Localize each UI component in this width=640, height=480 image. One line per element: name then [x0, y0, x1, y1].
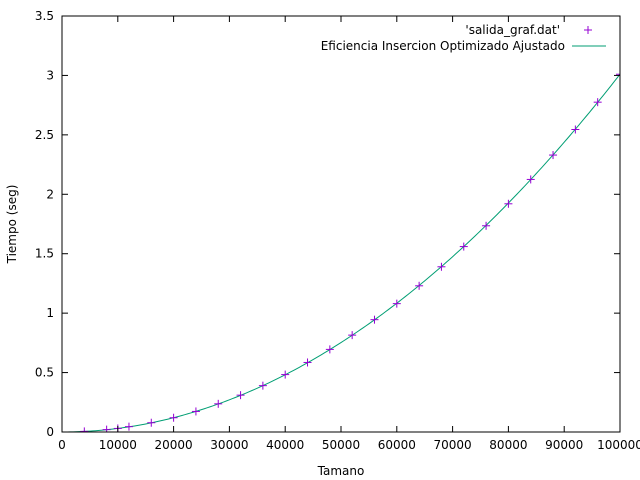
y-tick-label: 2	[46, 187, 54, 201]
y-tick-label: 3	[46, 68, 54, 82]
data-point	[415, 281, 424, 290]
y-tick-label: 2.5	[35, 128, 54, 142]
x-axis-label: Tamano	[317, 464, 365, 478]
x-tick-label: 20000	[155, 438, 193, 452]
data-point	[504, 199, 513, 208]
y-tick-label: 0.5	[35, 366, 54, 380]
data-point	[80, 427, 89, 432]
y-tick-label: 1.5	[35, 247, 54, 261]
data-point	[348, 331, 357, 340]
x-tick-label: 0	[58, 438, 66, 452]
x-tick-label: 50000	[322, 438, 360, 452]
fit-line	[62, 73, 620, 432]
series-layer	[62, 70, 620, 432]
data-point	[437, 262, 446, 271]
x-tick-label: 100000	[597, 438, 640, 452]
legend-label-fit: Eficiencia Insercion Optimizado Ajustado	[321, 39, 565, 53]
data-point	[281, 370, 290, 379]
data-point	[303, 358, 312, 367]
data-point	[236, 391, 245, 400]
data-point	[593, 98, 602, 107]
x-tick-label: 60000	[378, 438, 416, 452]
x-tick-label: 40000	[266, 438, 304, 452]
legend-label-points: 'salida_graf.dat'	[465, 23, 560, 37]
legend-marker-points	[584, 26, 592, 34]
data-point	[147, 418, 156, 427]
y-axis-label: Tiempo (seg)	[5, 185, 19, 265]
data-point	[325, 345, 334, 354]
x-tick-label: 70000	[434, 438, 472, 452]
data-point	[191, 407, 200, 416]
data-point	[459, 242, 468, 251]
data-point	[124, 422, 133, 431]
x-tick-label: 30000	[210, 438, 248, 452]
x-tick-label: 90000	[545, 438, 583, 452]
data-point	[214, 399, 223, 408]
data-point	[616, 70, 620, 79]
legend: 'salida_graf.dat' Eficiencia Insercion Op…	[321, 23, 606, 53]
data-point	[482, 221, 491, 230]
data-point	[258, 381, 267, 390]
data-point	[102, 425, 111, 432]
y-tick-label: 0	[46, 425, 54, 439]
x-tick-label: 80000	[489, 438, 527, 452]
data-point	[526, 175, 535, 184]
data-point	[370, 315, 379, 324]
data-point	[392, 299, 401, 308]
y-tick-label: 3.5	[35, 9, 54, 23]
y-tick-label: 1	[46, 306, 54, 320]
x-tick-label: 10000	[99, 438, 137, 452]
data-point	[169, 413, 178, 422]
data-point	[571, 125, 580, 134]
plot-frame	[61, 15, 621, 433]
data-point	[549, 151, 558, 160]
axes-layer: 0 10000 20000 30000 40000 50000 60000 70000 8000…	[35, 9, 640, 452]
